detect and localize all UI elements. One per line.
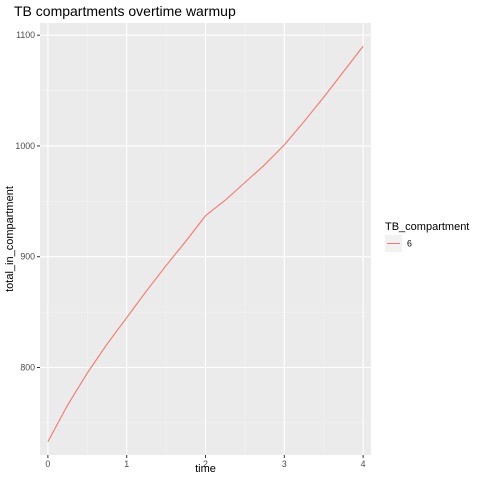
legend: TB_compartment 6: [385, 221, 469, 252]
x-tick-label: 4: [361, 459, 366, 469]
y-axis: 800 900 1000 1100: [15, 30, 40, 372]
legend-label: 6: [407, 239, 412, 249]
series-line: [47, 45, 364, 442]
major-gridlines: [40, 23, 371, 455]
series-layer: [47, 45, 364, 442]
y-tick-label: 1000: [15, 141, 35, 151]
x-tick-label: 3: [282, 459, 287, 469]
chart-title: TB compartments overtime warmup: [14, 3, 236, 19]
x-tick-label: 1: [124, 459, 129, 469]
y-axis-title: total_in_compartment: [4, 186, 16, 292]
legend-title: TB_compartment: [385, 221, 469, 233]
x-axis-title: time: [195, 463, 216, 475]
x-axis: 0 1 2 3 4: [45, 455, 366, 469]
y-tick-label: 1100: [16, 30, 35, 40]
x-tick-label: 2: [203, 459, 208, 469]
y-tick-label: 800: [20, 362, 35, 372]
x-tick-label: 0: [45, 459, 50, 469]
y-tick-label: 900: [20, 252, 35, 262]
